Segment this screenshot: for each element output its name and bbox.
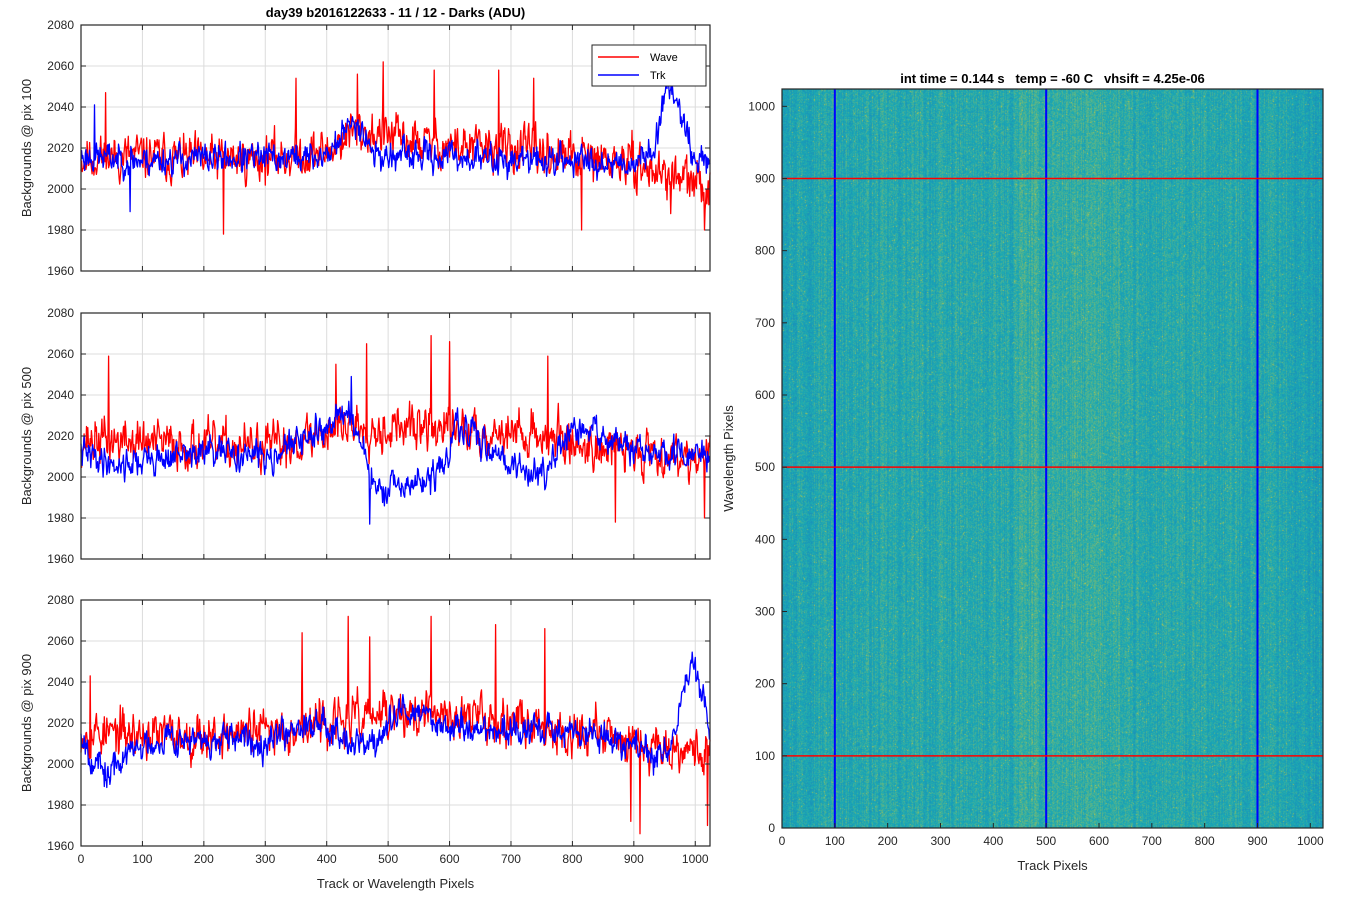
panel-pix900: 0 100 200 300 400 500 600 700 800 900 1000 1960 1980… <box>19 593 711 891</box>
y-tick-label: 2000 <box>47 470 74 484</box>
x-tick-label: 400 <box>317 852 337 866</box>
x-tick-label: 500 <box>378 852 398 866</box>
y-tick-label: 100 <box>755 749 775 763</box>
y-tick-label: 500 <box>755 460 775 474</box>
x-axis-label: Track Pixels <box>1017 858 1088 873</box>
chart-title: day39 b2016122633 - 11 / 12 - Darks (ADU… <box>266 5 525 20</box>
x-tick-label: 0 <box>779 834 786 848</box>
y-tick-label: 2060 <box>47 347 74 361</box>
y-tick-label: 2020 <box>47 141 74 155</box>
y-axis-label: Wavelength Pixels <box>721 405 736 512</box>
y-tick-label: 400 <box>755 532 775 546</box>
x-tick-label: 500 <box>1036 834 1056 848</box>
panel-pix100: 1960 1980 2000 2020 2040 2060 2080 Backgrounds … <box>19 5 711 278</box>
y-tick-label: 1980 <box>47 511 74 525</box>
x-tick-label: 600 <box>440 852 460 866</box>
y-tick-label: 2080 <box>47 593 74 607</box>
y-tick-label: 1960 <box>47 552 74 566</box>
y-tick-label: 1960 <box>47 264 74 278</box>
y-tick-label: 2040 <box>47 675 74 689</box>
series-line-trk <box>80 651 711 789</box>
axes-frame <box>781 88 1324 829</box>
x-tick-label: 900 <box>1247 834 1267 848</box>
x-tick-label: 700 <box>501 852 521 866</box>
legend-box <box>591 44 707 87</box>
y-tick-label: 2060 <box>47 59 74 73</box>
x-tick-label: 800 <box>562 852 582 866</box>
x-tick-label: 200 <box>194 852 214 866</box>
x-tick-label: 100 <box>825 834 845 848</box>
x-tick-label: 800 <box>1195 834 1215 848</box>
y-tick-label: 2000 <box>47 757 74 771</box>
x-tick-label: 100 <box>132 852 152 866</box>
x-axis-label: Track or Wavelength Pixels <box>317 876 475 891</box>
x-tick-label: 1000 <box>682 852 709 866</box>
y-tick-label: 900 <box>755 171 775 185</box>
y-axis-label: Backgrounds @ pix 500 <box>19 367 34 505</box>
y-tick-label: 1960 <box>47 839 74 853</box>
series-line-wave <box>80 334 711 523</box>
y-tick-label: 800 <box>755 244 775 258</box>
y-tick-label: 2040 <box>47 100 74 114</box>
x-tick-label: 300 <box>255 852 275 866</box>
x-tick-label: 600 <box>1089 834 1109 848</box>
x-tick-label: 0 <box>78 852 85 866</box>
y-tick-label: 1980 <box>47 798 74 812</box>
series-line-wave <box>80 61 711 235</box>
series-line-trk <box>80 72 711 213</box>
y-tick-label: 700 <box>755 316 775 330</box>
chart-title: int time = 0.144 s temp = -60 C vhsift =… <box>900 71 1205 86</box>
y-tick-label: 2080 <box>47 306 74 320</box>
y-tick-label: 1000 <box>748 99 775 113</box>
panel-image: 0 100 200 300 400 500 600 700 800 900 1000 0 100 200 3… <box>721 71 1324 873</box>
x-tick-label: 400 <box>983 834 1003 848</box>
y-axis-label: Backgrounds @ pix 100 <box>19 79 34 217</box>
x-tick-label: 200 <box>878 834 898 848</box>
x-tick-label: 300 <box>930 834 950 848</box>
x-tick-label: 900 <box>624 852 644 866</box>
y-tick-label: 2020 <box>47 716 74 730</box>
panel-pix500: 1960 1980 2000 2020 2040 2060 2080 Backgrounds … <box>19 306 711 566</box>
y-tick-label: 300 <box>755 604 775 618</box>
y-tick-label: 2040 <box>47 388 74 402</box>
y-tick-label: 2080 <box>47 18 74 32</box>
y-tick-label: 2000 <box>47 182 74 196</box>
legend-entry-trk: Trk <box>650 70 666 82</box>
y-tick-label: 0 <box>768 821 775 835</box>
y-tick-label: 600 <box>755 388 775 402</box>
series-line-trk <box>80 375 711 525</box>
y-tick-label: 1980 <box>47 223 74 237</box>
y-tick-label: 2020 <box>47 429 74 443</box>
x-tick-label: 700 <box>1142 834 1162 848</box>
x-tick-label: 1000 <box>1297 834 1324 848</box>
heatmap-image <box>782 89 1323 828</box>
y-axis-label: Backgrounds @ pix 900 <box>19 654 34 792</box>
y-tick-label: 2060 <box>47 634 74 648</box>
legend-entry-wave: Wave <box>650 52 678 64</box>
y-tick-label: 200 <box>755 677 775 691</box>
